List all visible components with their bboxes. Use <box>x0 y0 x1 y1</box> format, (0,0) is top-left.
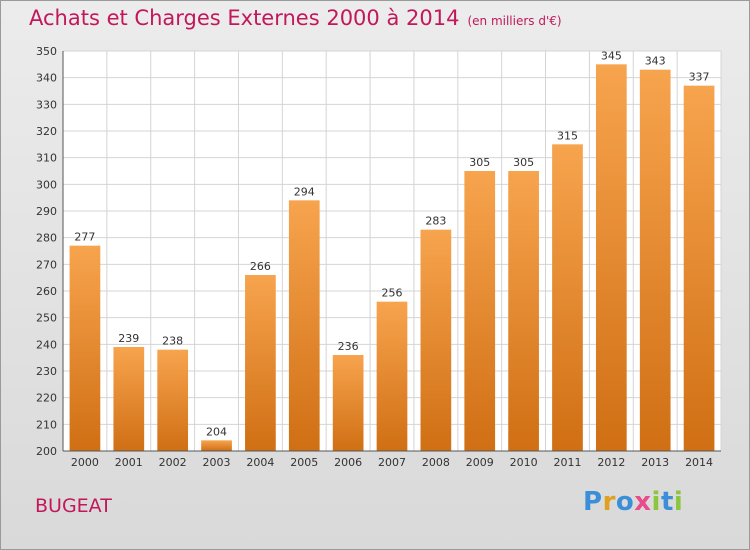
y-tick-label: 200 <box>36 445 57 458</box>
x-tick-label: 2009 <box>466 456 494 469</box>
x-tick-label: 2003 <box>203 456 231 469</box>
value-label: 266 <box>250 260 271 273</box>
y-tick-label: 230 <box>36 365 57 378</box>
bar <box>376 301 408 451</box>
y-tick-label: 260 <box>36 285 57 298</box>
x-tick-label: 2006 <box>334 456 362 469</box>
value-label: 315 <box>557 129 578 142</box>
y-tick-label: 300 <box>36 178 57 191</box>
value-label: 345 <box>601 49 622 62</box>
x-tick-label: 2008 <box>422 456 450 469</box>
title-text: Achats et Charges Externes 2000 à 2014 <box>29 6 460 30</box>
axes: 200 210 220 230 240 250 260 270 280 290 300 310 320 3… <box>36 45 721 469</box>
x-tick-label: 2000 <box>71 456 99 469</box>
bar <box>332 355 364 451</box>
x-tick-label: 2002 <box>159 456 187 469</box>
bar <box>552 144 583 452</box>
y-tick-label: 330 <box>36 98 57 111</box>
value-label: 283 <box>425 215 446 228</box>
x-tick-label: 2011 <box>553 456 581 469</box>
title-unit: (en milliers d'€) <box>467 14 562 28</box>
value-label: 256 <box>382 287 403 300</box>
bar <box>595 64 627 452</box>
bars <box>69 64 715 452</box>
logo-letter: i <box>673 487 684 517</box>
logo-letter: t <box>660 487 674 517</box>
bar <box>288 200 320 451</box>
logo-letter: i <box>651 487 661 517</box>
y-tick-label: 350 <box>36 45 57 58</box>
value-labels: 277 239 238 204 266 294 236 256 283 305 305 315 345 3… <box>74 49 709 438</box>
value-label: 305 <box>513 156 534 169</box>
bar <box>683 85 715 452</box>
y-tick-label: 290 <box>36 205 57 218</box>
bar <box>113 347 145 451</box>
x-tick-label: 2005 <box>290 456 318 469</box>
y-tick-label: 240 <box>36 338 57 351</box>
bar <box>157 349 189 451</box>
x-tick-label: 2014 <box>685 456 713 469</box>
bar <box>245 275 276 451</box>
value-label: 305 <box>469 156 490 169</box>
value-label: 337 <box>689 71 710 84</box>
y-tick-label: 320 <box>36 125 57 138</box>
x-tick-label: 2004 <box>246 456 274 469</box>
bar <box>639 69 671 452</box>
value-label: 277 <box>74 231 95 244</box>
y-tick-label: 220 <box>36 392 57 405</box>
x-tick-label: 2007 <box>378 456 406 469</box>
bar <box>69 245 101 451</box>
y-tick-label: 250 <box>36 312 57 325</box>
commune-name: BUGEAT <box>35 495 112 517</box>
x-tick-label: 2013 <box>641 456 669 469</box>
y-tick-label: 270 <box>36 258 57 271</box>
value-label: 343 <box>645 55 666 68</box>
logo-letter: P <box>583 487 603 517</box>
y-tick-label: 210 <box>36 418 57 431</box>
proxiti-logo: Proxiti <box>583 487 683 517</box>
value-label: 294 <box>294 185 315 198</box>
value-label: 236 <box>338 340 359 353</box>
logo-letter: r <box>602 487 616 517</box>
logo-letter: x <box>634 487 652 517</box>
x-tick-label: 2010 <box>510 456 538 469</box>
x-tick-label: 2012 <box>597 456 625 469</box>
y-tick-label: 310 <box>36 152 57 165</box>
value-label: 238 <box>162 335 183 348</box>
bar <box>420 229 452 451</box>
logo-letter: o <box>615 487 635 517</box>
bar <box>201 440 232 451</box>
y-tick-label: 280 <box>36 232 57 245</box>
x-tick-label: 2001 <box>115 456 143 469</box>
bar <box>508 171 539 451</box>
chart-title: Achats et Charges Externes 2000 à 2014 (e… <box>29 6 562 30</box>
y-tick-label: 340 <box>36 72 57 85</box>
value-label: 204 <box>206 425 227 438</box>
bar <box>464 171 496 451</box>
value-label: 239 <box>118 332 139 345</box>
